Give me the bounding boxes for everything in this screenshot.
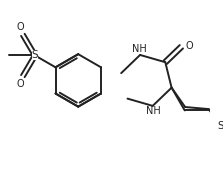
Text: S: S (32, 51, 38, 61)
Text: O: O (16, 79, 24, 89)
Text: NH: NH (146, 106, 161, 116)
Text: S: S (217, 121, 223, 131)
Text: O: O (16, 22, 24, 32)
Text: NH: NH (132, 44, 147, 54)
Text: O: O (185, 41, 193, 51)
